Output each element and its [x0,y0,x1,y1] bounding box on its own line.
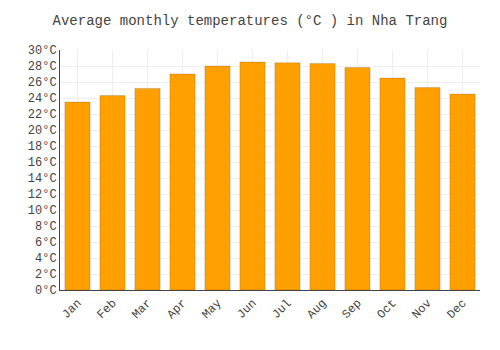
svg-text:Sep: Sep [339,297,364,322]
svg-text:Jun: Jun [234,297,259,322]
svg-text:30°C: 30°C [28,44,57,58]
svg-text:28°C: 28°C [28,60,57,74]
svg-text:4°C: 4°C [35,252,57,266]
svg-text:Jan: Jan [59,297,84,322]
svg-text:Aug: Aug [304,297,329,322]
svg-text:May: May [199,297,224,322]
svg-text:22°C: 22°C [28,108,57,122]
svg-text:26°C: 26°C [28,76,57,90]
svg-text:Apr: Apr [164,297,189,322]
svg-text:Feb: Feb [94,297,119,322]
svg-text:14°C: 14°C [28,172,57,186]
svg-text:12°C: 12°C [28,188,57,202]
svg-text:Dec: Dec [444,297,469,322]
svg-text:Oct: Oct [374,297,399,322]
svg-text:10°C: 10°C [28,204,57,218]
svg-text:20°C: 20°C [28,124,57,138]
svg-text:16°C: 16°C [28,156,57,170]
svg-text:Mar: Mar [129,297,154,322]
svg-text:Average monthly temperatures (: Average monthly temperatures (°C ) in Nh… [53,13,448,29]
svg-text:Nov: Nov [409,297,434,322]
svg-text:18°C: 18°C [28,140,57,154]
svg-text:0°C: 0°C [35,284,57,298]
svg-text:2°C: 2°C [35,268,57,282]
svg-text:8°C: 8°C [35,220,57,234]
svg-text:24°C: 24°C [28,92,57,106]
svg-text:6°C: 6°C [35,236,57,250]
svg-text:Jul: Jul [269,297,294,322]
